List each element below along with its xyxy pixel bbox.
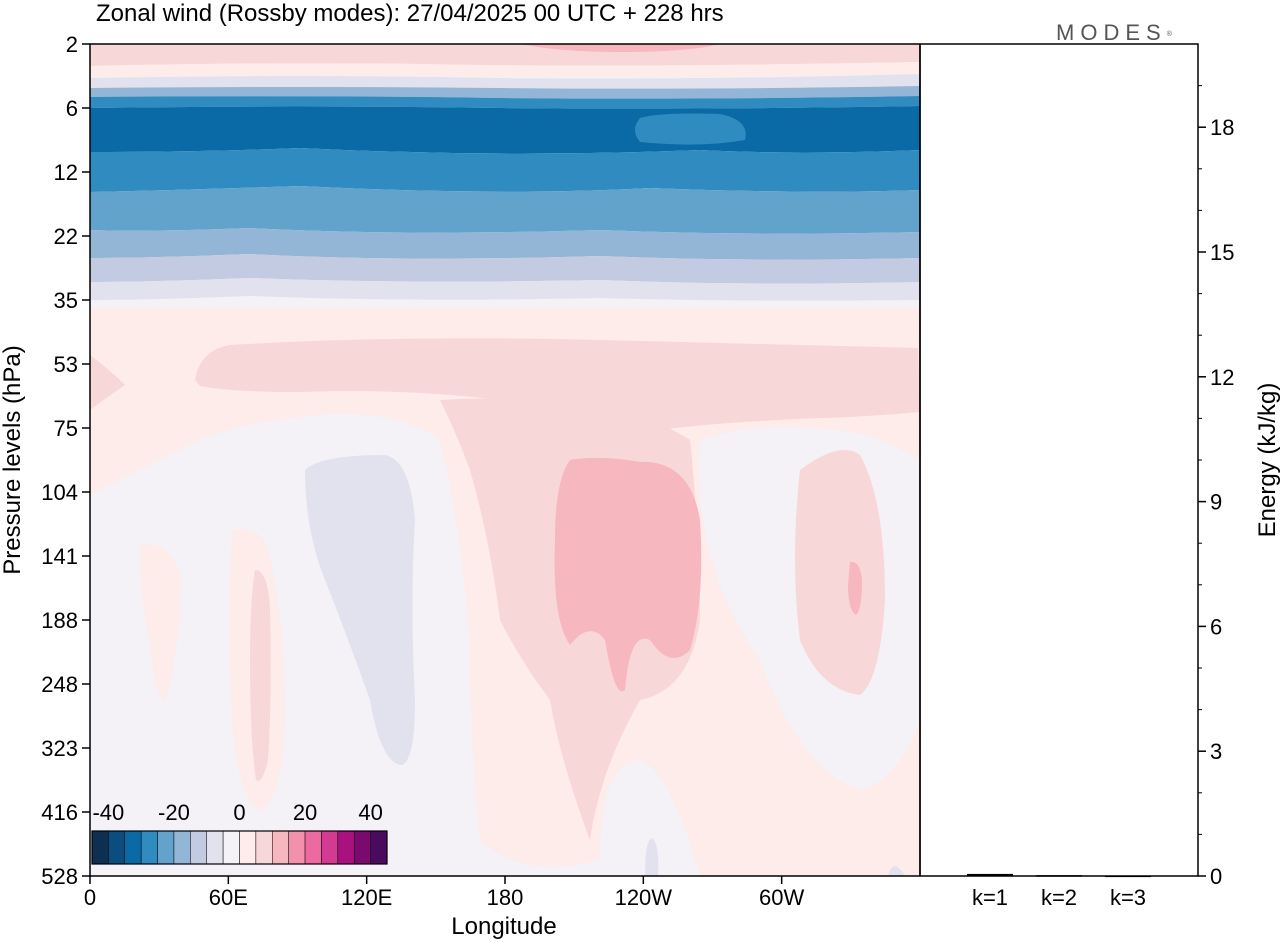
contour-band-9: [90, 228, 920, 260]
y-tick-label: 12: [54, 160, 78, 185]
contour-surface-spot-b: [888, 866, 905, 876]
contour-band-10: [90, 254, 920, 284]
y-tick-label: 323: [41, 736, 78, 761]
y-tick-label: 248: [41, 672, 78, 697]
colorbar: -40 -20 0 20 40: [91, 800, 388, 865]
x-tick-label: 120W: [615, 885, 673, 910]
x-tick-label: 60W: [759, 885, 804, 910]
colorbar-swatch: [157, 830, 175, 865]
colorbar-swatch: [239, 830, 257, 865]
energy-tick-label: 9: [1210, 490, 1222, 515]
energy-tick-label: 6: [1210, 614, 1222, 639]
contour-easterly-patch: [305, 455, 415, 765]
colorbar-swatch: [206, 830, 224, 865]
colorbar-swatch: [288, 830, 306, 865]
modes-logo: MODES®: [1056, 20, 1172, 46]
colorbar-label: -40: [92, 800, 124, 825]
colorbar-swatch: [337, 830, 355, 865]
colorbar-label: -20: [158, 800, 190, 825]
y-tick-label: 6: [66, 96, 78, 121]
contour-column-b: [140, 544, 181, 700]
contour-east-patch: [795, 450, 885, 695]
y-axis-label-right: Energy (kJ/kg): [1254, 383, 1280, 538]
colorbar-swatch: [353, 830, 371, 865]
y-tick-label: 104: [41, 480, 78, 505]
y-tick-label: 188: [41, 608, 78, 633]
registered-mark: ®: [1166, 31, 1172, 38]
x-tick-label: 0: [84, 885, 96, 910]
x-tick-label: 120E: [341, 885, 392, 910]
y-axis-label-left: Pressure levels (hPa): [0, 345, 26, 574]
contour-surface-spot-a: [645, 838, 659, 876]
y-tick-label: 141: [41, 544, 78, 569]
colorbar-swatch: [321, 830, 339, 865]
energy-tick-label: 0: [1210, 864, 1222, 889]
colorbar-swatch: [304, 830, 322, 865]
contour-band-3: [90, 74, 920, 89]
energy-category-label: k=3: [1110, 885, 1146, 910]
colorbar-swatch: [370, 830, 388, 865]
colorbar-swatch: [190, 830, 207, 865]
contour-band-4: [90, 86, 920, 99]
contour-band-8: [90, 186, 920, 234]
colorbar-swatch: [173, 830, 191, 865]
y-tick-label: 35: [54, 288, 78, 313]
contour-band-6-notch: [635, 113, 746, 145]
contour-band-1: [90, 44, 920, 66]
energy-category-label: k=2: [1041, 885, 1077, 910]
colorbar-label: 0: [233, 800, 245, 825]
y-tick-label: 75: [54, 416, 78, 441]
colorbar-swatch: [222, 830, 240, 865]
contour-east-core: [848, 561, 862, 615]
contour-top-core: [520, 44, 720, 52]
x-tick-label: 180: [487, 885, 524, 910]
y-tick-label: 528: [41, 864, 78, 889]
colorbar-swatch: [140, 830, 158, 865]
x-tick-label: 60E: [209, 885, 248, 910]
y-tick-label: 53: [54, 352, 78, 377]
contour-band-11: [90, 278, 920, 301]
energy-bar: [1036, 875, 1082, 877]
colorbar-swatch: [272, 830, 289, 865]
energy-tick-label: 12: [1210, 365, 1234, 390]
colorbar-frame: [91, 830, 388, 865]
contour-band-6-core: [90, 106, 920, 154]
x-axis: 0 60E 120E 180 120W 60W: [84, 876, 805, 910]
colorbar-swatch: [255, 830, 273, 865]
colorbar-swatch: [124, 830, 142, 865]
contour-53hpa-band: [90, 338, 920, 430]
contour-band-5: [90, 96, 920, 109]
energy-tick-label: 15: [1210, 240, 1234, 265]
energy-tick-label: 18: [1210, 115, 1234, 140]
energy-bar: [967, 873, 1013, 876]
energy-frame: [919, 43, 1199, 877]
energy-bars: k=1 k=2 k=3: [967, 873, 1151, 910]
y-tick-label: 2: [66, 32, 78, 57]
contour-column-a-core: [250, 570, 271, 781]
contour-band-2: [90, 62, 920, 78]
y-axis-right: 0 3 6 9 12 15 18: [1198, 85, 1234, 889]
y-tick-label: 416: [41, 800, 78, 825]
contour-band-7: [90, 148, 920, 192]
y-axis-left: 2 6 12 22 35 53 75 104 141 188 248 323 416 528: [41, 32, 90, 889]
energy-bar: [1105, 875, 1151, 878]
chart-title: Zonal wind (Rossby modes): 27/04/2025 00…: [96, 0, 724, 27]
y-tick-label: 22: [54, 224, 78, 249]
logo-text: MODES: [1056, 20, 1167, 45]
x-axis-label: Longitude: [451, 913, 556, 940]
colorbar-label: 40: [358, 800, 382, 825]
colorbar-swatch: [108, 830, 126, 865]
energy-tick-label: 3: [1210, 739, 1222, 764]
energy-category-label: k=1: [972, 885, 1008, 910]
contour-field: [90, 44, 920, 876]
colorbar-label: 20: [293, 800, 317, 825]
colorbar-swatch: [91, 830, 109, 865]
contour-central-jet: [554, 457, 702, 692]
